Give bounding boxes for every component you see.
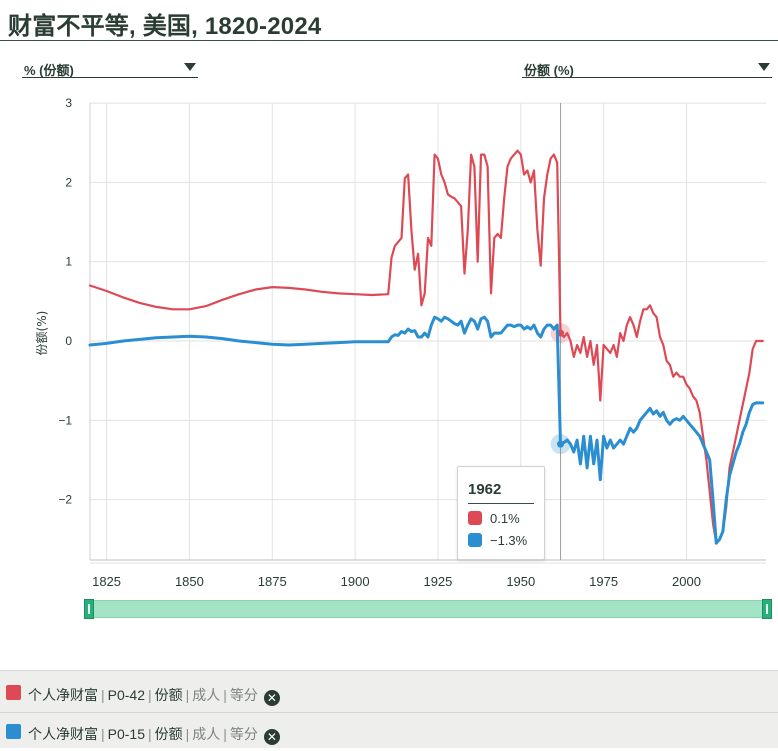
x-tick-label: 1875	[258, 574, 287, 589]
tooltip-red-value: 0.1%	[490, 511, 520, 526]
range-slider[interactable]	[84, 599, 772, 619]
y-tick-label: 2	[65, 175, 72, 189]
legend-item[interactable]: 个人净财富 | P0-42 | 份额 | 成人 | 等分 ✕	[0, 674, 778, 712]
red-swatch-icon	[6, 685, 21, 700]
hover-tooltip: 1962 0.1% −1.3%	[457, 466, 545, 560]
y-tick-label: 0	[65, 334, 72, 348]
y-tick-label: −2	[58, 493, 72, 507]
y-tick-label: −1	[58, 413, 72, 427]
x-tick-label: 1900	[341, 574, 370, 589]
legend-item-label: 个人净财富 | P0-42 | 份额 | 成人 | 等分 ✕	[28, 685, 280, 706]
x-tick-label: 1850	[175, 574, 204, 589]
tooltip-row-red: 0.1%	[468, 511, 520, 526]
legend-series-population: 成人	[192, 726, 221, 742]
remove-series-icon[interactable]: ✕	[263, 729, 280, 745]
remove-series-icon[interactable]: ✕	[263, 690, 280, 706]
red-swatch-icon	[468, 511, 482, 525]
x-tick-label: 1975	[589, 574, 618, 589]
legend-series-name: 个人净财富	[28, 687, 98, 703]
range-slider-right-handle[interactable]	[762, 599, 772, 619]
y-axis-label: 份额(%)	[35, 311, 49, 356]
legend-series-code: P0-15	[107, 726, 145, 742]
tooltip-divider	[468, 503, 534, 504]
legend-series-code: P0-42	[107, 687, 145, 703]
legend-item[interactable]: 个人净财富 | P0-15 | 份额 | 成人 | 等分 ✕	[0, 712, 778, 751]
tooltip-row-blue: −1.3%	[468, 533, 527, 548]
legend-series-measure: 份额	[154, 726, 183, 742]
unit-dropdown-label: % (份额)	[24, 63, 74, 78]
measure-dropdown[interactable]: 份额 (%)	[522, 55, 772, 78]
legend-series-population: 成人	[192, 687, 221, 703]
chevron-down-icon	[184, 63, 196, 71]
measure-dropdown-label: 份额 (%)	[524, 63, 574, 78]
x-tick-label: 2000	[672, 574, 701, 589]
range-slider-left-handle[interactable]	[84, 599, 94, 619]
blue-swatch-icon	[468, 533, 482, 547]
series-line-red	[88, 149, 764, 545]
x-tick-label: 1825	[92, 574, 121, 589]
unit-dropdown[interactable]: % (份额)	[22, 55, 198, 78]
title-divider	[0, 40, 778, 41]
tooltip-blue-value: −1.3%	[490, 533, 528, 548]
legend-series-name: 个人净财富	[28, 726, 98, 742]
series-line-blue	[88, 315, 765, 545]
y-tick-label: 1	[65, 255, 72, 269]
y-tick-label: 3	[65, 96, 72, 110]
legend-series-split: 等分	[229, 687, 258, 703]
legend-item-label: 个人净财富 | P0-15 | 份额 | 成人 | 等分 ✕	[28, 724, 280, 745]
hover-point	[557, 440, 565, 448]
legend-series-measure: 份额	[154, 687, 183, 703]
line-chart[interactable]: 3 2 1 0 −1 −2 1825 1850 1875 1900 1925 1950 1975 2000…	[0, 80, 778, 590]
x-tick-label: 1950	[506, 574, 535, 589]
tooltip-year: 1962	[468, 481, 502, 498]
page-title: 财富不平等, 美国, 1820-2024	[8, 13, 322, 40]
chevron-down-icon	[758, 63, 770, 71]
x-tick-label: 1925	[423, 574, 452, 589]
blue-swatch-icon	[6, 724, 21, 739]
legend-panel: 个人净财富 | P0-42 | 份额 | 成人 | 等分 ✕ 个人净财富 | P0-15 | 份额 | 成人 |…	[0, 670, 778, 748]
legend-series-split: 等分	[229, 726, 258, 742]
